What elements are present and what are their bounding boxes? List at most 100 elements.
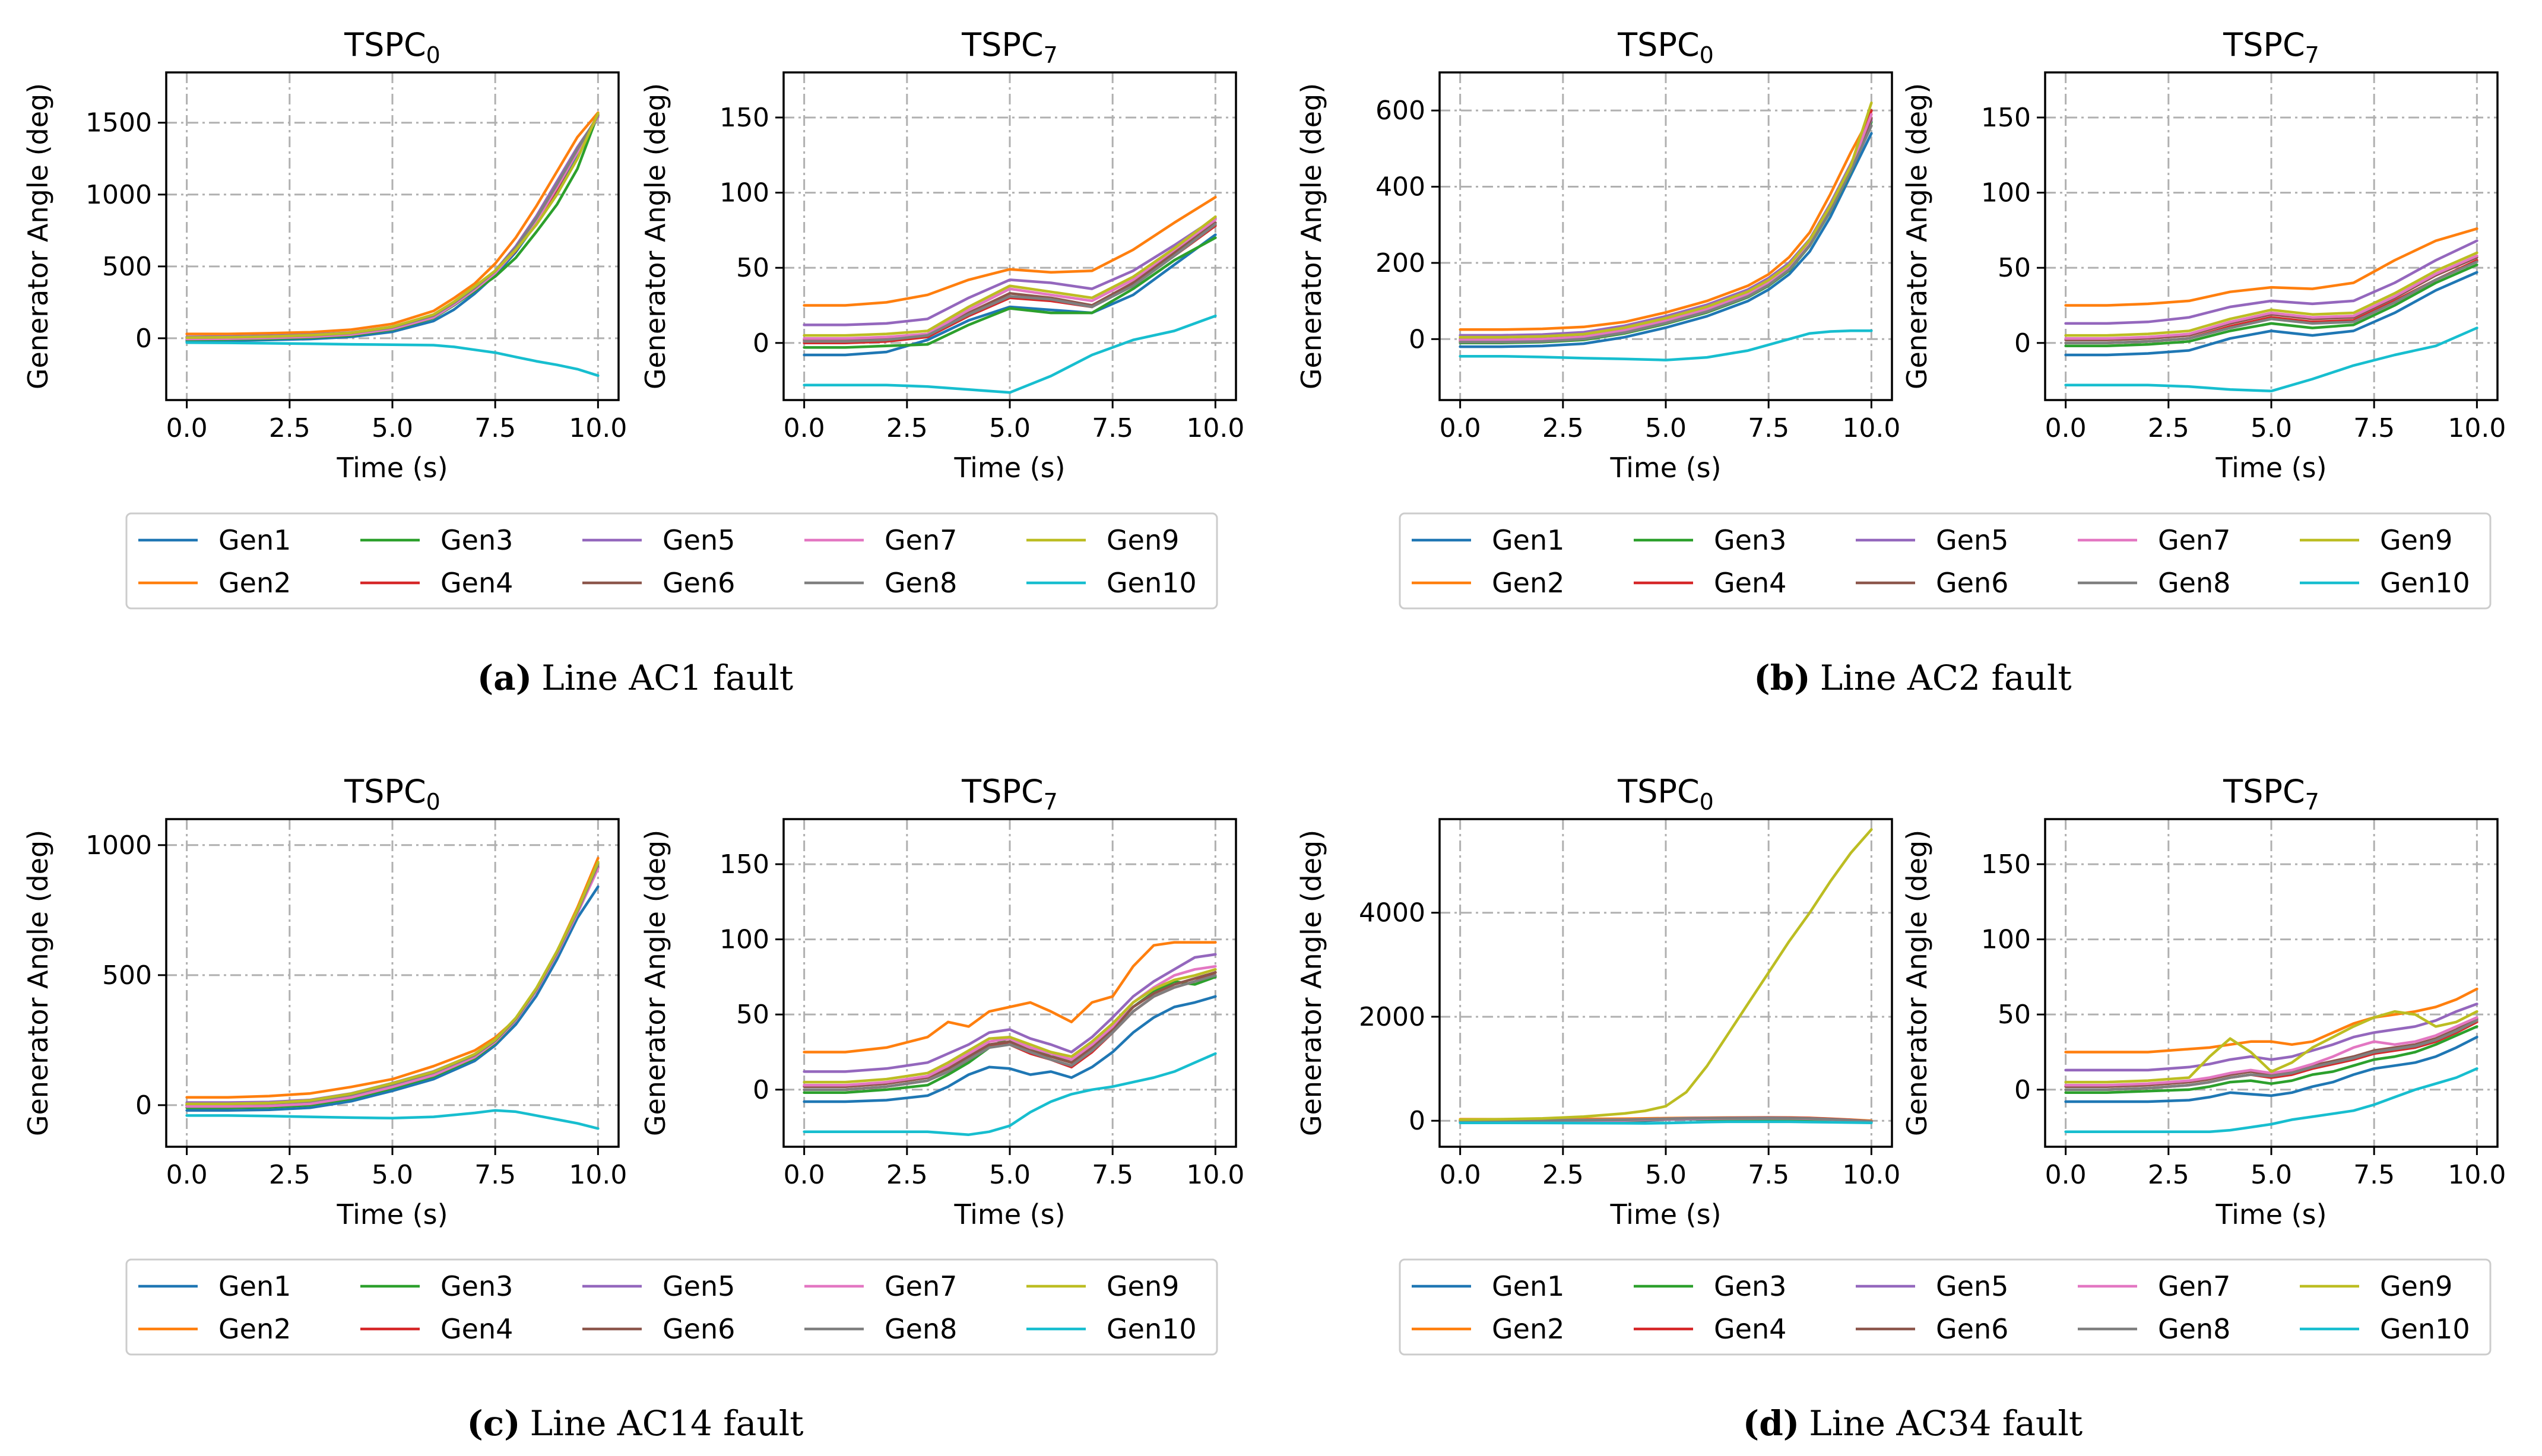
x-tick-label: 0.0	[166, 1160, 208, 1190]
x-axis-label: Time (s)	[1609, 452, 1721, 484]
legend-label-gen3: Gen3	[440, 1270, 513, 1302]
legend-frame	[125, 1258, 1218, 1356]
series-line-gen2	[803, 941, 1217, 1054]
caption-label: (d)	[1743, 1403, 1799, 1444]
legend-frame	[1399, 1258, 2492, 1356]
x-tick-label: 2.5	[886, 413, 928, 443]
caption-label: (b)	[1754, 658, 1810, 698]
legend-label-gen7: Gen7	[2158, 524, 2230, 556]
x-tick-label: 0.0	[1440, 1160, 1481, 1190]
series-line-gen8	[2064, 1019, 2478, 1092]
chart-d-tspc7: 0.0 2.5 5.0 7.5 10.0 0 50 100 150 Time (s) Generat…	[1901, 773, 2506, 1230]
series-line-gen8	[803, 974, 1217, 1092]
x-tick-label: 5.0	[2251, 1160, 2292, 1190]
series-line-gen6	[803, 971, 1217, 1088]
chart-title-base: TSPC	[961, 773, 1044, 810]
y-tick-label: 0	[135, 1090, 152, 1121]
legend-label-gen10: Gen10	[1107, 1313, 1197, 1345]
legend-label-gen9: Gen9	[2380, 1270, 2452, 1302]
y-tick-label: 1500	[85, 108, 152, 138]
legend-label-gen5: Gen5	[1936, 1270, 2008, 1302]
x-tick-label: 10.0	[569, 413, 627, 443]
y-tick-label: 0	[753, 1075, 769, 1105]
legend-label-gen1: Gen1	[218, 524, 291, 556]
y-tick-label: 50	[1998, 1000, 2031, 1030]
y-axis-label: Generator Angle (deg)	[1295, 83, 1327, 389]
legend-label-gen4: Gen4	[1714, 567, 1786, 599]
chart-title-base: TSPC	[2223, 773, 2305, 810]
x-axis-label: Time (s)	[953, 1198, 1065, 1230]
caption-text: Line AC1 fault	[541, 658, 793, 698]
x-tick-label: 10.0	[1186, 1160, 1244, 1190]
legend-label-gen9: Gen9	[1107, 524, 1179, 556]
chart-title-subscript: 0	[1700, 42, 1714, 68]
legend-label-gen8: Gen8	[2158, 1313, 2230, 1345]
x-tick-label: 10.0	[1186, 413, 1244, 443]
series-line-gen6	[2064, 1017, 2478, 1088]
y-tick-label: 4000	[1359, 898, 1425, 928]
chart-title: TSPC0	[1617, 773, 1714, 815]
x-tick-label: 7.5	[1748, 1160, 1789, 1190]
series-line-gen7	[2064, 254, 2478, 340]
legend-label-gen7: Gen7	[885, 1270, 957, 1302]
x-tick-label: 7.5	[2353, 413, 2395, 443]
series-line-gen9	[1459, 101, 1873, 339]
legend-label-gen4: Gen4	[440, 567, 513, 599]
y-axis-label: Generator Angle (deg)	[639, 830, 671, 1136]
series-line-gen2	[2064, 987, 2478, 1054]
y-tick-label: 1000	[85, 180, 152, 210]
y-axis-label: Generator Angle (deg)	[1901, 830, 1933, 1136]
y-tick-label: 100	[1981, 178, 2031, 208]
y-tick-label: 150	[1981, 103, 2031, 133]
x-tick-label: 5.0	[1645, 413, 1687, 443]
legend-label-gen6: Gen6	[663, 1313, 735, 1345]
x-axis-label: Time (s)	[2215, 452, 2327, 484]
series-line-gen9	[2064, 251, 2478, 337]
series-group	[1459, 828, 1873, 1125]
x-tick-label: 10.0	[2448, 1160, 2506, 1190]
series-line-gen10	[185, 1109, 600, 1130]
x-tick-label: 0.0	[1440, 413, 1481, 443]
y-tick-label: 100	[720, 178, 769, 208]
chart-title-subscript: 0	[426, 789, 440, 815]
legend-label-gen3: Gen3	[1714, 524, 1786, 556]
y-axis-label: Generator Angle (deg)	[22, 83, 54, 389]
x-tick-label: 2.5	[269, 413, 310, 443]
series-line-gen1	[2064, 271, 2478, 357]
chart-title-subscript: 0	[426, 42, 440, 68]
caption-c: (c) Line AC14 fault	[467, 1403, 803, 1444]
chart-title-base: TSPC	[961, 26, 1044, 64]
legend-label-gen1: Gen1	[1492, 1270, 1564, 1302]
series-line-gen2	[185, 111, 600, 335]
legend-a: Gen1 Gen3 Gen5 Gen7 Gen9 Gen2 Gen4 Gen6 Gen8 Gen1…	[125, 512, 1218, 610]
x-tick-label: 10.0	[2448, 413, 2506, 443]
x-tick-label: 2.5	[886, 1160, 928, 1190]
series-line-gen5	[803, 953, 1217, 1073]
legend-label-gen5: Gen5	[663, 524, 735, 556]
series-line-gen10	[2064, 1067, 2478, 1133]
series-group	[185, 857, 600, 1130]
y-tick-label: 0	[135, 323, 152, 354]
series-line-gen1	[185, 885, 600, 1112]
x-tick-label: 5.0	[372, 1160, 413, 1190]
chart-a-tspc0: 0.0 2.5 5.0 7.5 10.0 0 500 1000 1500 Time (s) Gene…	[22, 26, 627, 484]
y-tick-label: 100	[720, 925, 769, 955]
series-group	[2064, 987, 2478, 1133]
x-tick-label: 10.0	[1842, 1160, 1900, 1190]
chart-title: TSPC7	[961, 773, 1058, 815]
x-tick-label: 7.5	[2353, 1160, 2395, 1190]
chart-title: TSPC0	[344, 26, 440, 68]
series-group	[803, 941, 1217, 1136]
legend-d: Gen1 Gen3 Gen5 Gen7 Gen9 Gen2 Gen4 Gen6 Gen8 Gen1…	[1399, 1258, 2492, 1356]
y-tick-label: 100	[1981, 925, 2031, 955]
chart-c-tspc7: 0.0 2.5 5.0 7.5 10.0 0 50 100 150 Time (s) Generat…	[639, 773, 1244, 1230]
series-line-gen6	[803, 221, 1217, 341]
series-line-gen10	[803, 1052, 1217, 1136]
caption-text: Line AC14 fault	[530, 1403, 804, 1444]
series-line-gen8	[803, 223, 1217, 343]
legend-label-gen8: Gen8	[2158, 567, 2230, 599]
series-line-gen8	[1459, 1116, 1873, 1123]
y-tick-label: 2000	[1359, 1002, 1425, 1032]
series-line-gen3	[803, 236, 1217, 349]
chart-a-tspc7: 0.0 2.5 5.0 7.5 10.0 0 50 100 150 Time (s) Generat…	[639, 26, 1244, 484]
